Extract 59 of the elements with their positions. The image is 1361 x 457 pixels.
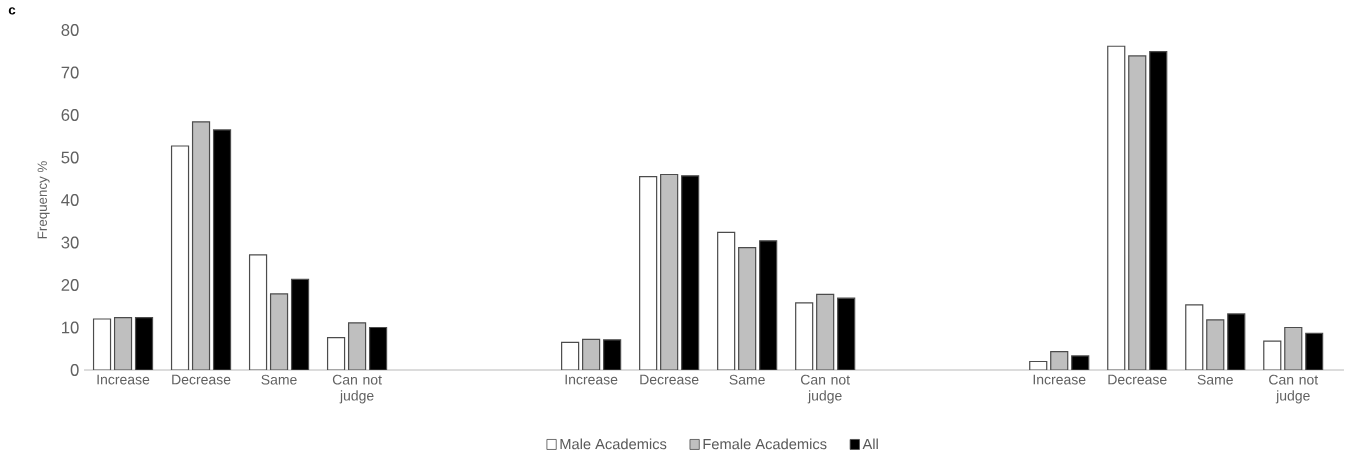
y-tick-label: 60 (61, 109, 79, 121)
bar (134, 317, 154, 370)
text: c (8, 7, 16, 15)
bar (795, 302, 814, 370)
bar (603, 339, 622, 370)
x-tick-label: Same (729, 374, 765, 385)
x-tick-label: Can not judge (1269, 374, 1319, 404)
bar (660, 173, 679, 370)
x-tick-label: Decrease (172, 374, 231, 385)
x-tick-label: Can not judge (800, 374, 850, 404)
bar (717, 231, 736, 370)
y-tick-label: 0 (70, 364, 79, 376)
bar (269, 293, 289, 370)
bar (738, 246, 757, 370)
bar (347, 322, 367, 370)
bar (1029, 360, 1048, 370)
bar (191, 121, 211, 370)
legend-label: Female Academics (703, 438, 827, 450)
bar (1107, 45, 1126, 370)
bar (1128, 55, 1147, 370)
x-tick-label: Same (1197, 374, 1233, 385)
x-tick-label: Can not judge (332, 374, 382, 404)
bar (1263, 340, 1282, 370)
y-tick-label: 50 (61, 151, 79, 164)
bar (1227, 313, 1246, 370)
y-tick-label: 40 (61, 194, 79, 206)
bar (639, 176, 658, 370)
bar (561, 341, 580, 370)
legend-label: Male Academics (560, 438, 667, 450)
y-tick-label: 30 (61, 236, 79, 249)
bar (326, 337, 346, 370)
x-tick-label: Decrease (1108, 374, 1167, 385)
y-tick-label: 80 (61, 24, 79, 36)
bar (1284, 326, 1303, 370)
bar (837, 297, 856, 370)
bar (1206, 319, 1225, 370)
bar (681, 175, 700, 370)
x-tick-label: Same (261, 374, 297, 385)
x-tick-label: Decrease (640, 374, 699, 385)
y-tick-label: 10 (62, 321, 79, 334)
x-tick-label: Increase (1033, 374, 1086, 385)
bar (1185, 304, 1204, 370)
bar (290, 278, 310, 370)
bar (113, 317, 133, 370)
y-axis-title: Frequency % (37, 161, 50, 239)
bar (248, 254, 268, 370)
y-tick-label: 20 (61, 279, 79, 291)
bar (212, 129, 232, 370)
bar (1305, 332, 1324, 370)
legend-label: All (862, 438, 878, 450)
bar (759, 240, 778, 370)
x-tick-label: Increase (97, 374, 150, 385)
bar (816, 293, 835, 370)
x-tick-label: Increase (565, 374, 618, 385)
bar (368, 326, 388, 370)
bar (1149, 51, 1168, 370)
bar (92, 318, 112, 370)
bar (170, 145, 190, 370)
y-tick-label: 70 (61, 66, 79, 79)
